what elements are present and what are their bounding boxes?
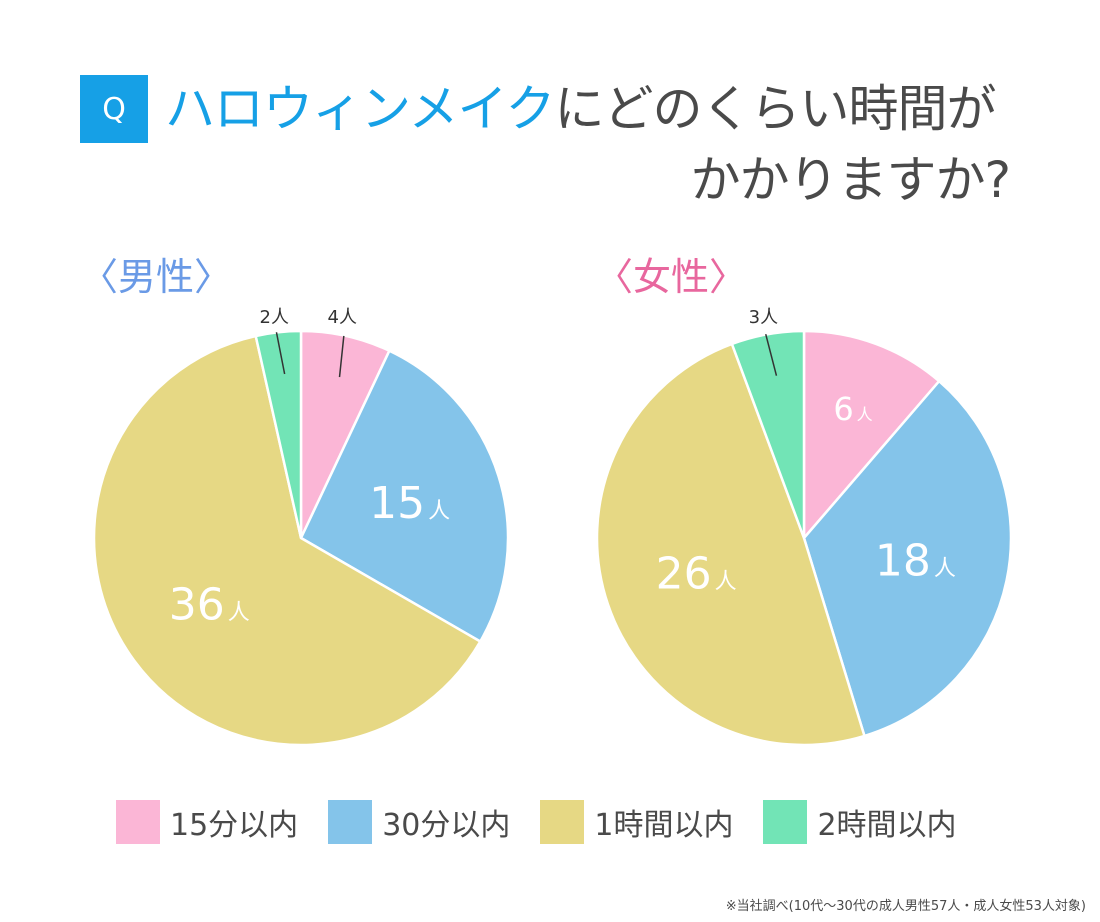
male-slice-3	[92, 334, 482, 747]
male-slice-4	[254, 329, 303, 539]
female-slice-label-3: 26 人	[656, 548, 737, 599]
male-chart-title: 〈男性〉	[80, 255, 233, 299]
legend-swatch	[763, 800, 808, 844]
female-chart-title: 〈女性〉	[595, 255, 748, 299]
male-slice-label-3: 36 人	[169, 579, 250, 630]
page-title-line2: かかりますか?	[690, 151, 1011, 209]
male-leader-line	[275, 332, 286, 375]
male-slice-label-2: 15 人	[369, 478, 450, 529]
legend-swatch	[116, 800, 160, 844]
legend-item-2hours: 2時間以内	[763, 800, 957, 844]
male-leader-line	[338, 335, 345, 378]
female-slice-label-4: 3人	[749, 307, 778, 328]
female-slice-label-2: 18 人	[875, 535, 956, 586]
title-highlight: ハロウィンメイク	[165, 80, 555, 138]
legend-label: 15分以内	[170, 808, 299, 843]
legend-item-15min: 15分以内	[116, 800, 298, 844]
legend-label: 2時間以内	[817, 808, 957, 843]
male-slice-2	[299, 349, 510, 644]
legend-item-30min: 30分以内	[328, 800, 510, 844]
female-pie: 6 人 18 人 26 人 3人	[595, 307, 1013, 747]
male-slice-label-4: 2人	[260, 307, 289, 328]
legend-swatch	[328, 800, 373, 844]
footnote: ※当社調べ(10代〜30代の成人男性57人・成人女性53人対象)	[725, 899, 1086, 914]
legend: 15分以内 30分以内 1時間以内 2時間以内	[116, 800, 987, 844]
legend-label: 30分以内	[382, 808, 511, 843]
legend-item-1hour: 1時間以内	[540, 800, 733, 844]
female-leader-line	[765, 334, 778, 376]
female-slice-3	[595, 342, 867, 747]
legend-swatch	[540, 800, 585, 844]
question-badge: Q	[80, 75, 148, 143]
title-rest: にどのくらい時間が	[554, 80, 997, 138]
page-title: ハロウィンメイクにどのくらい時間が	[165, 74, 997, 144]
male-slice-label-1: 4人	[328, 307, 357, 328]
female-slice-1	[802, 329, 941, 542]
female-slice-4	[730, 329, 806, 539]
female-slice-2	[802, 379, 1013, 738]
legend-label: 1時間以内	[594, 808, 734, 843]
male-pie: 4人 15 人 36 人 2人	[92, 307, 510, 747]
